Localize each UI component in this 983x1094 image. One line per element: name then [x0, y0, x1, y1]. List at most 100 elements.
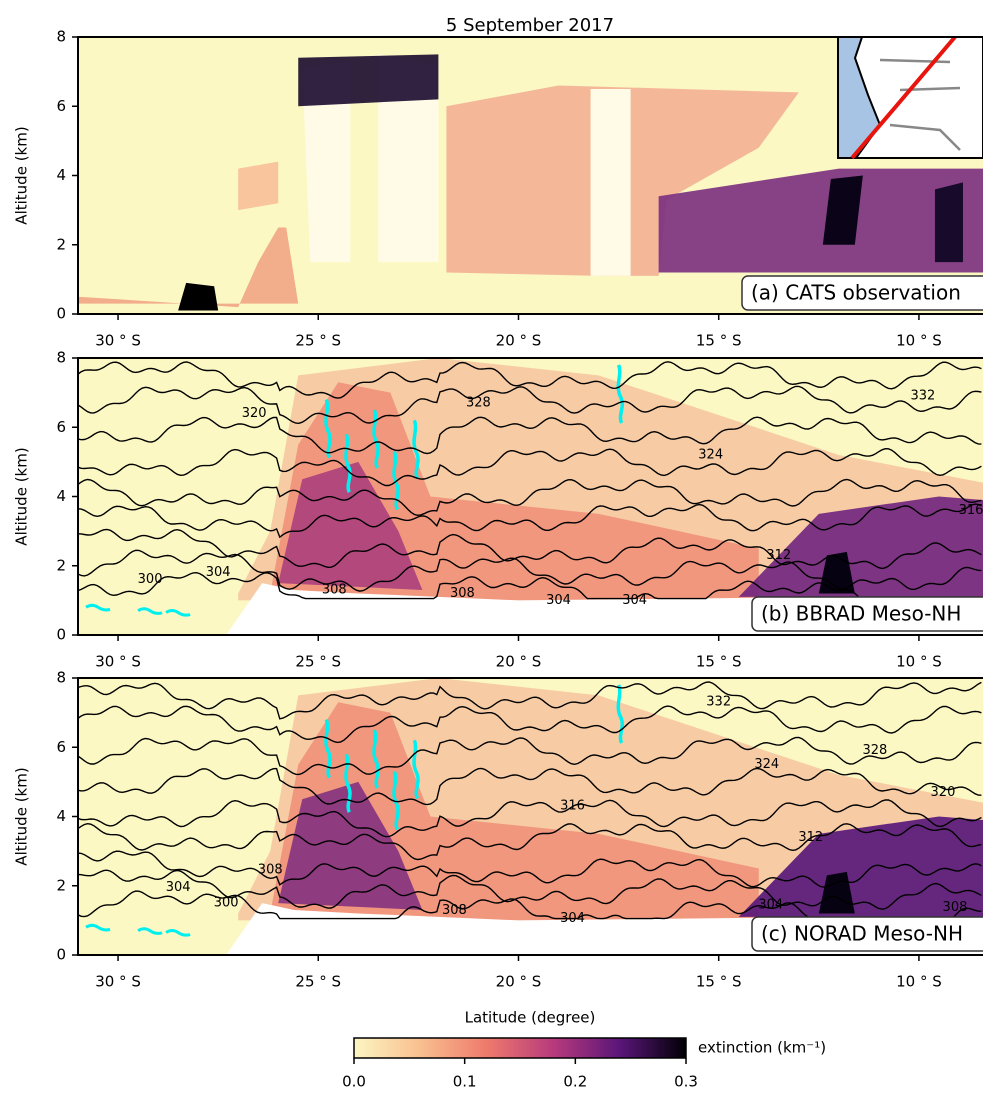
y-tick-label: 2	[56, 235, 66, 253]
contour-label: 304	[758, 897, 783, 912]
y-tick-label: 0	[56, 305, 66, 323]
x-tick-label: 10 ° S	[896, 332, 942, 350]
colorbar-label: extinction (km⁻¹)	[698, 1039, 826, 1057]
aerosol-layer	[378, 54, 439, 263]
contour-line	[78, 447, 982, 487]
contour-label: 320	[931, 785, 956, 800]
contour-line	[78, 850, 982, 888]
contour-label: 300	[214, 896, 239, 911]
aerosol-layer	[238, 161, 279, 211]
inset-land	[853, 37, 983, 159]
y-tick-label: 2	[56, 556, 66, 574]
aerosol-layer	[738, 496, 983, 597]
contour-line	[78, 767, 982, 806]
contour-line	[78, 571, 982, 600]
aerosol-layer	[278, 781, 423, 910]
figure-title: 5 September 2017	[446, 15, 614, 36]
cloud-contour	[412, 419, 420, 480]
aerosol-layer	[934, 182, 963, 263]
cloud-contour	[85, 603, 111, 612]
x-tick-label: 10 ° S	[896, 653, 942, 671]
contour-line	[78, 822, 982, 861]
contour-label: 316	[959, 503, 983, 518]
contour-label: 304	[622, 593, 647, 608]
x-tick-label: 20 ° S	[496, 332, 542, 350]
x-tick-label: 15 ° S	[696, 653, 742, 671]
contour-label: 308	[258, 863, 283, 878]
contour-label: 328	[466, 396, 491, 411]
x-tick-label: 30 ° S	[95, 973, 141, 991]
y-tick-label: 4	[56, 166, 66, 184]
x-tick-label: 20 ° S	[496, 973, 542, 991]
contour-line	[78, 503, 982, 539]
contour-line	[78, 478, 982, 517]
y-tick-label: 4	[56, 487, 66, 505]
contour-label: 320	[242, 406, 267, 421]
contour-line	[78, 799, 982, 838]
colorbar-tick-label: 0.2	[563, 1073, 587, 1091]
y-axis-label: Altitude (km)	[13, 767, 31, 865]
y-tick-label: 8	[56, 669, 66, 687]
cloud-contour	[412, 739, 420, 800]
panels: (a) CATS observation 0 2 4 6 8 30 ° S 25 ° S 20 …	[13, 28, 983, 1091]
x-tick-label: 30 ° S	[95, 653, 141, 671]
contour-label: 304	[166, 880, 191, 895]
aerosol-layer	[278, 461, 423, 590]
y-tick-label: 4	[56, 807, 66, 825]
contour-line	[78, 681, 982, 720]
panel: (a) CATS observation	[78, 37, 983, 314]
y-tick-label: 6	[56, 738, 66, 756]
panel-label: (c) NORAD Meso-NH	[761, 922, 963, 946]
panel-label: (b) BBRAD Meso-NH	[761, 602, 961, 626]
contour-label: 312	[766, 548, 791, 563]
contour-line	[78, 705, 982, 744]
colorbar-tick-label: 0.3	[674, 1073, 698, 1091]
contour-label: 324	[698, 447, 723, 462]
cloud-contour	[392, 770, 400, 831]
cloud-contour	[344, 753, 352, 813]
contour-label: 308	[322, 582, 347, 597]
contour-label: 304	[206, 565, 231, 580]
colorbar-tick-label: 0.0	[342, 1073, 366, 1091]
contour-line	[78, 528, 982, 570]
cloud-contour	[344, 433, 352, 493]
contour-label: 328	[862, 743, 887, 758]
panel-label-box	[751, 596, 983, 632]
x-tick-label: 20 ° S	[496, 653, 542, 671]
cloud-contour	[165, 608, 191, 617]
y-tick-label: 0	[56, 626, 66, 644]
y-tick-label: 8	[56, 349, 66, 367]
cloud-contour	[392, 450, 400, 511]
x-tick-label: 15 ° S	[696, 332, 742, 350]
y-axis-label: Altitude (km)	[13, 447, 31, 545]
y-tick-label: 6	[56, 97, 66, 115]
contour-label: 316	[560, 799, 585, 814]
contour-label: 324	[754, 757, 779, 772]
contour-line	[78, 385, 982, 425]
cloud-contour	[372, 729, 380, 789]
panel: 320 328 332 324 316 312 300 304 308 308 304 304 (b) …	[78, 358, 983, 634]
cloud-contour	[137, 607, 163, 615]
aerosol-layer	[302, 61, 351, 263]
y-tick-label: 0	[56, 946, 66, 964]
contour-line	[78, 869, 982, 910]
aerosol-layer	[298, 54, 439, 107]
x-axis-label: Latitude (degree)	[465, 1009, 596, 1027]
x-tick-label: 25 ° S	[295, 332, 341, 350]
x-tick-label: 10 ° S	[896, 973, 942, 991]
contour-label: 308	[450, 586, 475, 601]
y-tick-label: 6	[56, 418, 66, 436]
aerosol-layer	[590, 88, 631, 276]
y-tick-label: 8	[56, 28, 66, 46]
cloud-contour	[137, 927, 163, 935]
x-tick-label: 25 ° S	[295, 973, 341, 991]
cloud-contour	[324, 718, 332, 779]
aerosol-layer	[658, 168, 983, 273]
panel-label-box	[741, 275, 983, 311]
contour-label: 312	[798, 830, 823, 845]
panel: 332 328 324 316 320 312 308 304 300 308 304 304 308 (…	[78, 678, 983, 954]
contour-label: 300	[138, 572, 163, 587]
panel-label: (a) CATS observation	[751, 281, 961, 305]
contour-label: 304	[546, 593, 571, 608]
